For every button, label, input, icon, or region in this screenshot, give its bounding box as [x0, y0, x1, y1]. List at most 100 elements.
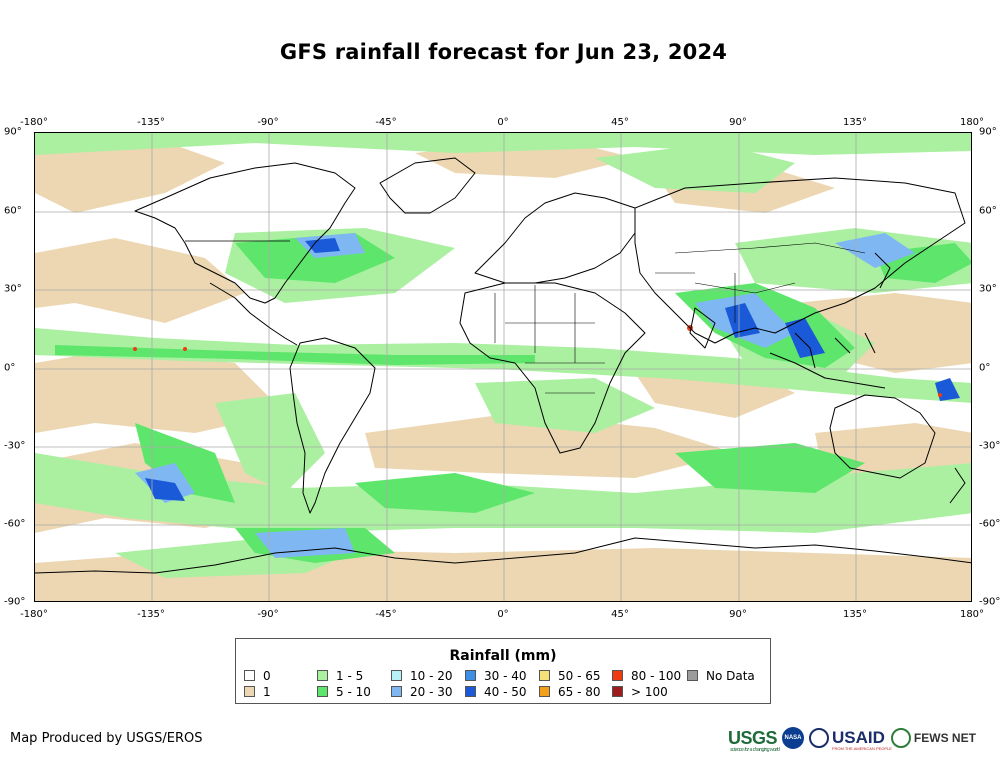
legend-item: 10 - 20 — [391, 669, 453, 683]
lat-tick-right: -90° — [979, 596, 1001, 608]
legend-swatch — [244, 686, 255, 697]
partner-logos: USGS science for a changing world NASA US… — [728, 724, 976, 753]
legend-item: 1 - 5 — [317, 669, 363, 683]
lon-tick-bottom: 90° — [729, 609, 747, 620]
lat-tick-right: 60° — [979, 205, 997, 217]
legend-label: 40 - 50 — [484, 685, 527, 699]
lon-tick-top: -180° — [20, 117, 48, 128]
lat-tick-left: -30° — [4, 440, 26, 452]
usaid-tagline: FROM THE AMERICAN PEOPLE — [832, 746, 892, 751]
legend-item: 30 - 40 — [465, 669, 527, 683]
lon-tick-top: -135° — [137, 117, 165, 128]
lon-tick-bottom: -45° — [375, 609, 397, 620]
graticule — [35, 133, 971, 601]
legend-label: 50 - 65 — [558, 669, 601, 683]
lat-tick-left: 30° — [4, 283, 22, 295]
lon-tick-bottom: 0° — [497, 609, 509, 620]
asia-outline — [634, 177, 966, 344]
lon-tick-top: 90° — [729, 117, 747, 128]
lat-tick-right: -60° — [979, 518, 1001, 530]
map-credit: Map Produced by USGS/EROS — [10, 731, 203, 746]
lat-tick-right: -30° — [979, 440, 1001, 452]
north-america-outline — [134, 162, 356, 304]
legend-item: No Data — [687, 669, 755, 683]
usaid-logo-text: USAID — [832, 728, 885, 747]
legend-swatch — [612, 686, 623, 697]
south-america-outline — [289, 337, 376, 514]
lon-tick-top: 0° — [497, 117, 509, 128]
legend-label: 65 - 80 — [558, 685, 601, 699]
legend-swatch — [317, 686, 328, 697]
lon-tick-top: -45° — [375, 117, 397, 128]
lat-tick-right: 90° — [979, 126, 997, 138]
rainfall-legend: Rainfall (mm) 0 1 1 - 5 5 - 10 10 - 20 2… — [235, 638, 771, 704]
legend-swatch — [391, 686, 402, 697]
legend-item: 5 - 10 — [317, 685, 371, 699]
legend-swatch — [539, 670, 550, 681]
lat-tick-left: 0° — [4, 362, 16, 374]
legend-title: Rainfall (mm) — [449, 648, 557, 664]
lat-tick-right: 30° — [979, 283, 997, 295]
legend-label: 1 - 5 — [336, 669, 364, 683]
legend-swatch — [391, 670, 402, 681]
lat-tick-left: -60° — [4, 518, 26, 530]
legend-label: 30 - 40 — [484, 669, 527, 683]
lon-tick-top: 180° — [959, 117, 985, 128]
europe-outline — [474, 192, 636, 284]
usgs-tagline: science for a changing world — [730, 746, 780, 753]
legend-label: 1 — [263, 685, 271, 699]
greenland-outline — [379, 157, 476, 214]
legend-label: 0 — [263, 669, 271, 683]
usaid-seal-icon — [809, 728, 830, 748]
legend-label: 80 - 100 — [631, 669, 682, 683]
usgs-logo: USGS science for a changing world — [728, 727, 780, 753]
lon-tick-bottom: 180° — [959, 609, 985, 620]
lon-tick-top: 135° — [842, 117, 868, 128]
lat-tick-right: 0° — [979, 362, 991, 374]
legend-item: 50 - 65 — [539, 669, 601, 683]
lat-tick-left: -90° — [4, 596, 26, 608]
legend-swatch — [244, 670, 255, 681]
map-title: GFS rainfall forecast for Jun 23, 2024 — [279, 40, 728, 64]
lon-tick-bottom: -135° — [137, 609, 165, 620]
legend-swatch — [539, 686, 550, 697]
lon-tick-top: 45° — [611, 117, 629, 128]
rainfall-field — [35, 133, 971, 601]
legend-swatch — [465, 686, 476, 697]
nasa-logo: NASA — [782, 727, 805, 749]
legend-swatch — [687, 670, 698, 681]
legend-item: 40 - 50 — [465, 685, 527, 699]
legend-label: No Data — [706, 669, 755, 683]
legend-item: 1 — [244, 685, 271, 699]
fews-net-globe-icon — [890, 728, 911, 748]
legend-label: 10 - 20 — [410, 669, 453, 683]
legend-item: 20 - 30 — [391, 685, 453, 699]
country-outlines — [35, 157, 971, 574]
lat-tick-left: 90° — [4, 126, 22, 138]
legend-label: 20 - 30 — [410, 685, 453, 699]
antarctica-outline — [35, 537, 971, 574]
rainfall-map[interactable] — [34, 132, 972, 602]
indonesia-outline — [769, 332, 886, 389]
lon-tick-bottom: -90° — [257, 609, 279, 620]
legend-label: > 100 — [631, 685, 668, 699]
lon-tick-bottom: -180° — [20, 609, 48, 620]
lon-tick-top: -90° — [257, 117, 279, 128]
africa-outline — [459, 282, 646, 454]
usaid-logo: USAID FROM THE AMERICAN PEOPLE — [832, 728, 892, 751]
legend-item: 65 - 80 — [539, 685, 601, 699]
fews-net-logo: FEWS NET — [913, 731, 976, 745]
legend-label: 5 - 10 — [336, 685, 371, 699]
legend-swatch — [612, 670, 623, 681]
lon-tick-bottom: 45° — [611, 609, 629, 620]
rainfall-map-svg — [35, 133, 971, 601]
lat-tick-left: 60° — [4, 205, 22, 217]
australia-outline — [829, 394, 936, 479]
lon-tick-bottom: 135° — [842, 609, 868, 620]
legend-item: 0 — [244, 669, 271, 683]
legend-item: > 100 — [612, 685, 668, 699]
legend-swatch — [317, 670, 328, 681]
usgs-logo-text: USGS — [728, 727, 778, 748]
legend-swatch — [465, 670, 476, 681]
legend-item: 80 - 100 — [612, 669, 681, 683]
